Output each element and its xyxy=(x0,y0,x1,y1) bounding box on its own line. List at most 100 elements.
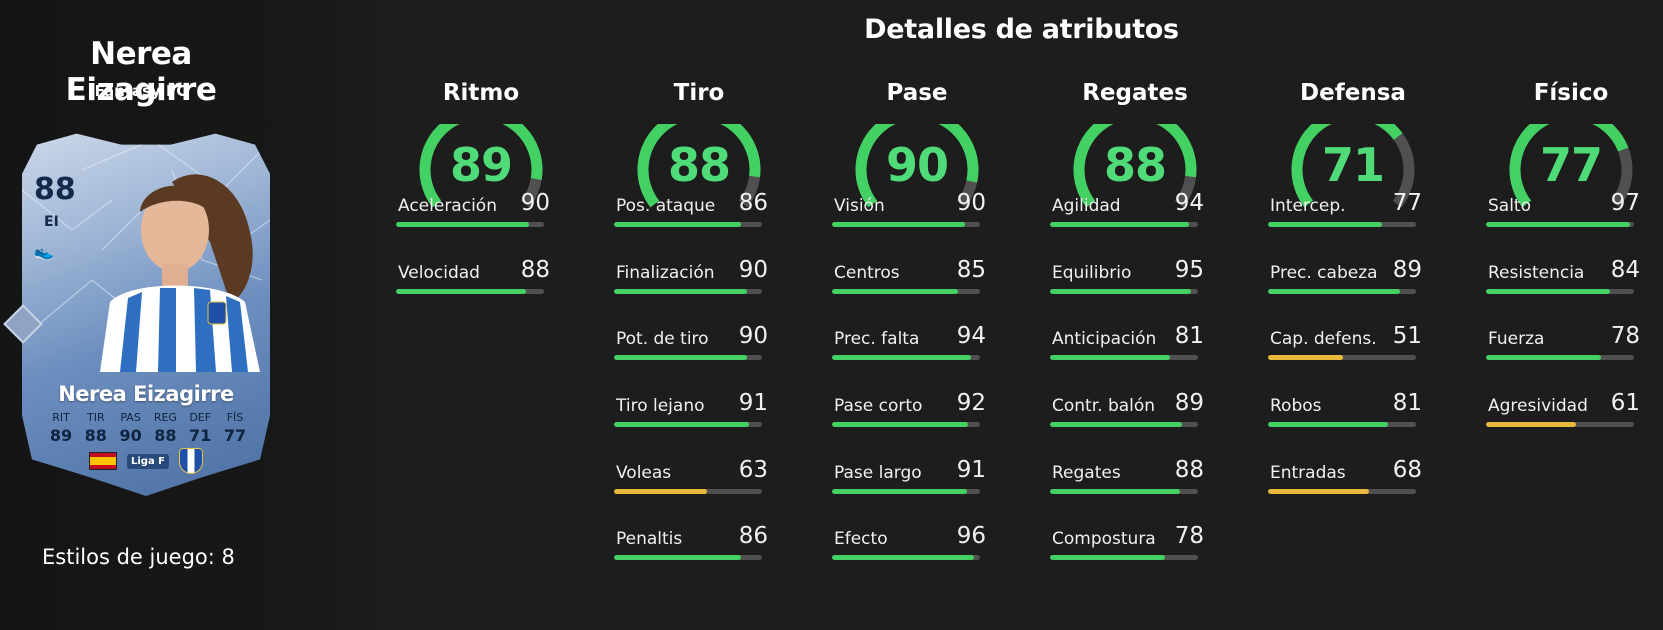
attribute-name: Velocidad xyxy=(398,263,480,283)
card-stat-value: 88 xyxy=(154,426,177,445)
attribute-name: Finalización xyxy=(616,263,715,283)
attribute-bar-fill xyxy=(614,489,708,494)
attribute-name: Centros xyxy=(834,263,900,283)
card-stat-label: PAS xyxy=(120,411,141,424)
attribute-bar-fill xyxy=(832,555,975,560)
attribute-row: Pase largo 91 xyxy=(832,457,990,497)
attribute-bar-fill xyxy=(1486,422,1577,427)
category-0: Ritmo 89 Aceleración 90 Velocidad 88 xyxy=(396,80,566,294)
attribute-bar-fill xyxy=(1050,422,1182,427)
attribute-row: Fuerza 78 xyxy=(1486,323,1644,363)
attribute-value: 51 xyxy=(1392,323,1422,349)
attribute-row: Penaltis 86 xyxy=(614,523,772,563)
attribute-row: Resistencia 84 xyxy=(1486,257,1644,297)
attribute-row: Compostura 78 xyxy=(1050,523,1208,563)
attribute-bar-fill xyxy=(1486,222,1630,227)
card-stat-value: 89 xyxy=(49,426,73,445)
card-stat-value: 90 xyxy=(119,426,142,445)
attribute-row: Salto 97 xyxy=(1486,190,1644,230)
attribute-value: 94 xyxy=(1174,190,1204,216)
attribute-row: Anticipación 81 xyxy=(1050,323,1208,363)
attribute-bar-fill xyxy=(1268,222,1382,227)
attribute-name: Anticipación xyxy=(1052,329,1157,349)
attribute-bar-fill xyxy=(1268,422,1388,427)
attribute-row: Contr. balón 89 xyxy=(1050,390,1208,430)
attribute-bar-fill xyxy=(1050,489,1181,494)
category-4: Defensa 71 Intercep. 77 Prec. cabeza 89 Cap. d… xyxy=(1268,80,1438,494)
category-1: Tiro 88 Pos. ataque 86 Finalización 90 Pot. de… xyxy=(614,80,784,560)
attribute-value: 89 xyxy=(1174,390,1204,416)
attribute-row: Intercep. 77 xyxy=(1268,190,1426,230)
attribute-row: Voleas 63 xyxy=(614,457,772,497)
gauge-arc xyxy=(1509,124,1633,208)
player-panel: Nerea Eizagirre Fantasy FC 88 EI 👟 Nerea… xyxy=(0,0,380,630)
category-value: 71 xyxy=(1321,138,1385,192)
attribute-bar xyxy=(1268,489,1416,494)
attribute-value: 90 xyxy=(520,190,550,216)
attribute-value: 77 xyxy=(1392,190,1422,216)
attribute-bar-fill xyxy=(1268,355,1344,360)
attribute-row: Regates 88 xyxy=(1050,457,1208,497)
attribute-row: Pot. de tiro 90 xyxy=(614,323,772,363)
attribute-bar-fill xyxy=(1486,355,1602,360)
attribute-name: Equilibrio xyxy=(1052,263,1132,283)
attribute-bar xyxy=(832,222,980,227)
gauge-arc xyxy=(637,124,761,208)
player-photo-icon xyxy=(100,174,260,372)
attribute-bar xyxy=(614,422,762,427)
attribute-bar-fill xyxy=(832,222,966,227)
category-5: Físico 77 Salto 97 Resistencia 84 Fuerza 78 Agre… xyxy=(1486,80,1656,427)
attribute-bar xyxy=(1268,222,1416,227)
attribute-bar-fill xyxy=(614,222,742,227)
attribute-name: Regates xyxy=(1052,463,1121,483)
gauge-arc xyxy=(1073,124,1197,208)
attribute-bar-fill xyxy=(832,355,972,360)
attribute-bar-fill xyxy=(1486,289,1611,294)
attribute-bar-fill xyxy=(614,289,748,294)
attribute-value: 95 xyxy=(1174,257,1204,283)
attribute-value: 78 xyxy=(1174,523,1204,549)
attribute-row: Efecto 96 xyxy=(832,523,990,563)
attribute-row: Entradas 68 xyxy=(1268,457,1426,497)
card-stat-label: TIR xyxy=(86,411,105,424)
attribute-value: 84 xyxy=(1610,257,1640,283)
category-value: 88 xyxy=(667,138,731,192)
attribute-value: 88 xyxy=(520,257,550,283)
attribute-name: Fuerza xyxy=(1488,329,1545,349)
attribute-bar-fill xyxy=(614,355,748,360)
category-gauge: 90 xyxy=(832,114,1002,208)
league-logo-icon: Liga F xyxy=(126,453,170,469)
attribute-bar xyxy=(1268,289,1416,294)
card-stat-value: 71 xyxy=(189,426,212,445)
attribute-bar xyxy=(832,355,980,360)
attribute-bar xyxy=(1268,355,1416,360)
attribute-bar-fill xyxy=(1050,355,1170,360)
gauge-arc xyxy=(855,124,979,208)
player-card[interactable]: 88 EI 👟 Nerea Eizagirre RIT 89 TIR 88 PAS 9… xyxy=(22,133,270,496)
card-stat: FÍS 77 xyxy=(218,411,252,445)
attribute-bar-fill xyxy=(832,422,969,427)
attribute-name: Prec. falta xyxy=(834,329,920,349)
category-title: Físico xyxy=(1533,80,1609,106)
card-stat: PAS 90 xyxy=(114,411,148,445)
page-title: Detalles de atributos xyxy=(864,14,1179,45)
attribute-bar xyxy=(396,222,544,227)
category-gauge: 88 xyxy=(1050,114,1220,208)
attribute-bar xyxy=(614,555,762,560)
attribute-bar xyxy=(1486,355,1634,360)
attribute-bar xyxy=(832,289,980,294)
card-stat-value: 77 xyxy=(223,426,247,445)
attribute-bar xyxy=(1050,489,1198,494)
attribute-bar xyxy=(614,289,762,294)
category-value: 88 xyxy=(1103,138,1167,192)
card-stat-value: 88 xyxy=(84,426,107,445)
attribute-name: Cap. defens. xyxy=(1270,329,1377,349)
attribute-value: 97 xyxy=(1610,190,1640,216)
card-stat-label: REG xyxy=(153,411,177,424)
attribute-name: Pos. ataque xyxy=(616,196,716,216)
attribute-bar-fill xyxy=(832,489,967,494)
attribute-bar xyxy=(614,489,762,494)
attribute-value: 91 xyxy=(956,457,986,483)
attribute-name: Compostura xyxy=(1052,529,1156,549)
attribute-value: 89 xyxy=(1392,257,1422,283)
